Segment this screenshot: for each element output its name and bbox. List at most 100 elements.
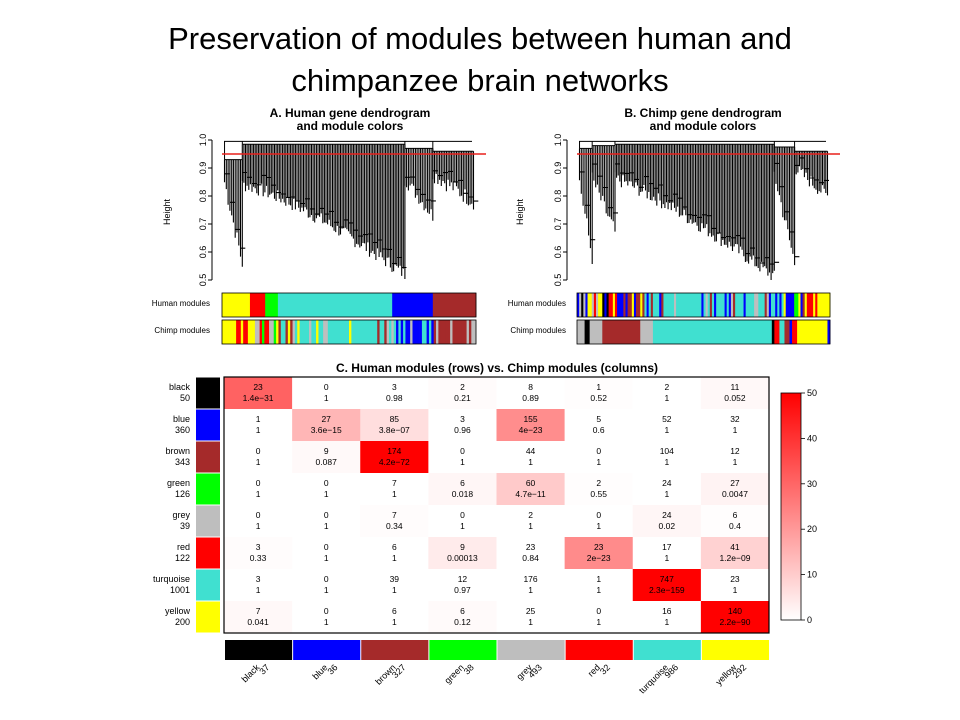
cell-pvalue: 0.21 — [454, 393, 471, 403]
cell-count: 0 — [324, 606, 329, 616]
module-color-segment — [623, 293, 626, 317]
cell-count: 85 — [390, 414, 400, 424]
cell-pvalue: 2.3e−159 — [649, 585, 685, 595]
heatmap-cell — [360, 409, 429, 442]
module-color-segment — [745, 293, 749, 317]
column-swatch-green — [429, 640, 497, 660]
cell-count: 3 — [256, 574, 261, 584]
cell-count: 6 — [460, 478, 465, 488]
cell-pvalue: 0.041 — [247, 617, 269, 627]
cell-pvalue: 1 — [733, 585, 738, 595]
heatmap-cell — [224, 601, 293, 634]
module-color-segment — [577, 320, 585, 344]
module-color-segment — [339, 320, 343, 344]
module-color-segment — [278, 320, 282, 344]
module-color-segment — [584, 320, 591, 344]
cell-pvalue: 1 — [664, 393, 669, 403]
module-color-segment — [792, 293, 795, 317]
cell-pvalue: 1 — [664, 457, 669, 467]
module-color-segment — [358, 320, 362, 344]
module-color-segment — [657, 293, 660, 317]
module-color-segment — [344, 320, 348, 344]
panel-a: A. Human gene dendrogram and module colo… — [152, 106, 486, 345]
cell-pvalue: 1 — [664, 489, 669, 499]
module-color-segment — [398, 320, 402, 344]
column-swatch-brown — [361, 640, 429, 660]
module-color-segment — [663, 293, 666, 317]
cell-pvalue: 2.2e−90 — [719, 617, 750, 627]
cell-pvalue: 0.018 — [452, 489, 474, 499]
module-color-segment — [627, 293, 631, 317]
dendrogram-leaves — [432, 151, 479, 210]
panel-b: B. Chimp gene dendrogram and module colo… — [508, 106, 840, 345]
colorbar-tick-label: 30 — [807, 479, 817, 489]
panel-b-y-axis: 0.5 0.6 0.7 0.8 0.9 1.0 — [553, 134, 568, 286]
cell-count: 5 — [596, 414, 601, 424]
panel-c-title: C. Human modules (rows) vs. Chimp module… — [336, 361, 658, 375]
cell-count: 176 — [523, 574, 537, 584]
cell-count: 2 — [528, 510, 533, 520]
cell-pvalue: 1 — [256, 585, 261, 595]
cell-pvalue: 2e−23 — [587, 553, 611, 563]
module-color-segment — [678, 293, 681, 317]
cell-pvalue: 1 — [256, 489, 261, 499]
cell-pvalue: 1 — [324, 585, 329, 595]
panel-c: C. Human modules (rows) vs. Chimp module… — [153, 361, 817, 696]
module-color-segment — [783, 293, 787, 317]
heatmap-cell — [564, 601, 634, 634]
module-color-segment — [640, 293, 643, 317]
slide-title-line-1: Preservation of modules between human an… — [168, 21, 792, 56]
cell-pvalue: 1 — [324, 553, 329, 563]
module-color-segment — [652, 293, 656, 317]
cell-count: 23 — [594, 542, 604, 552]
cell-count: 0 — [256, 446, 261, 456]
module-color-segment — [800, 293, 803, 317]
cell-count: 0 — [256, 510, 261, 520]
cell-count: 0 — [324, 478, 329, 488]
cell-count: 27 — [730, 478, 740, 488]
module-color-segment — [233, 320, 237, 344]
module-color-segment — [450, 320, 453, 344]
module-color-segment — [680, 293, 683, 317]
row-label-brown: brown — [165, 446, 190, 456]
heatmap-cell — [700, 473, 770, 506]
cell-count: 0 — [460, 510, 465, 520]
module-color-segment — [811, 293, 814, 317]
cell-count: 6 — [392, 542, 397, 552]
panel-b-title-line-1: B. Chimp gene dendrogram — [624, 106, 781, 120]
module-color-segment — [802, 293, 806, 317]
heatmap-cell — [564, 537, 634, 570]
cell-count: 9 — [324, 446, 329, 456]
module-color-segment — [589, 320, 603, 344]
cell-pvalue: 1 — [256, 425, 261, 435]
heatmap-cell — [496, 473, 565, 506]
cell-pvalue: 4e−23 — [519, 425, 543, 435]
module-color-segment — [318, 320, 322, 344]
cell-count: 6 — [733, 510, 738, 520]
column-swatch-black — [225, 640, 293, 660]
cell-pvalue: 1.2e−09 — [719, 553, 750, 563]
module-color-segment — [346, 320, 350, 344]
cell-count: 44 — [526, 446, 536, 456]
module-color-segment — [337, 320, 340, 344]
column-size-green: 38 — [462, 662, 476, 676]
module-color-segment — [796, 293, 799, 317]
heatmap-cell — [360, 473, 429, 506]
module-color-segment — [414, 320, 418, 344]
module-color-segment — [432, 293, 477, 317]
module-color-segment — [433, 320, 437, 344]
heatmap-cell — [224, 409, 293, 442]
column-size-blue: 36 — [325, 662, 339, 676]
module-color-segment — [792, 320, 798, 344]
column-label-black: black — [240, 662, 262, 684]
row-size-red: 122 — [175, 553, 190, 563]
module-color-segment — [636, 293, 639, 317]
module-color-segment — [754, 293, 757, 317]
row-swatch-grey — [196, 505, 220, 537]
cell-count: 1 — [596, 574, 601, 584]
cell-pvalue: 1.4e−31 — [243, 393, 274, 403]
module-color-segment — [428, 320, 432, 344]
module-color-segment — [625, 293, 628, 317]
module-color-segment — [579, 293, 582, 317]
